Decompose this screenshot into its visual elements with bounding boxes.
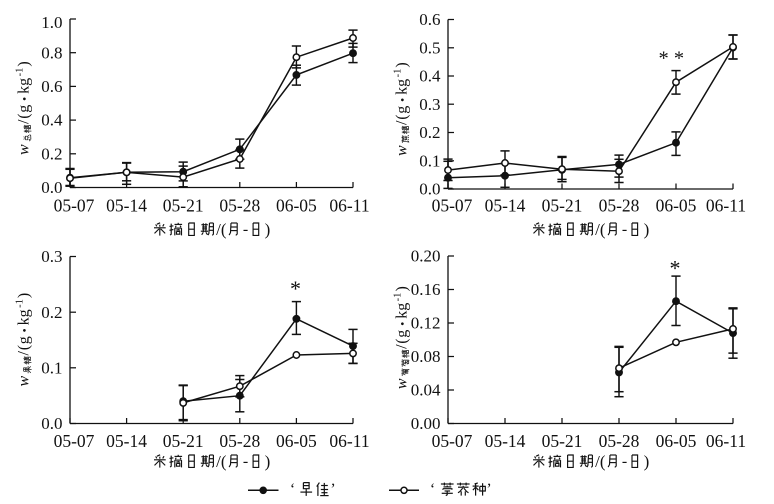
svg-text:0.08: 0.08 [411,347,441,366]
svg-text:(: ( [394,114,411,119]
svg-text:0.4: 0.4 [419,67,441,86]
svg-text:05-07: 05-07 [432,431,473,451]
svg-text:0.3: 0.3 [419,95,440,114]
svg-text:0.20: 0.20 [411,247,441,266]
svg-text:* *: * * [658,48,684,70]
svg-text:0.2: 0.2 [41,303,62,322]
svg-text:05-14: 05-14 [485,431,526,451]
svg-text:/: / [16,351,33,356]
svg-text:06-05: 06-05 [276,431,317,451]
svg-text:0.2: 0.2 [419,123,440,142]
svg-text:0.12: 0.12 [411,314,441,333]
svg-text:(: ( [394,338,411,343]
svg-text:05-28: 05-28 [599,431,640,451]
svg-text:0.1: 0.1 [419,151,440,170]
svg-text:kg: kg [16,309,33,325]
svg-text:1.0: 1.0 [41,13,62,32]
svg-text:/(: /( [216,452,227,471]
svg-text:g: g [394,330,411,338]
svg-text:0.16: 0.16 [411,280,441,299]
svg-text:05-21: 05-21 [163,196,204,216]
svg-text:): ) [16,61,33,66]
svg-text:/(: /( [595,220,606,239]
svg-text:‘: ‘ [290,481,295,498]
svg-text:05-14: 05-14 [106,431,147,451]
svg-text:06-11: 06-11 [329,196,369,216]
svg-text:06-05: 06-05 [656,196,697,216]
svg-text:•: • [396,98,410,102]
svg-text:•: • [18,328,32,332]
svg-text:05-21: 05-21 [163,431,204,451]
svg-text:-: - [243,221,248,238]
svg-text:-: - [622,221,627,238]
svg-text:0.6: 0.6 [419,10,440,29]
svg-text:w: w [394,145,411,156]
svg-text:*: * [290,276,301,301]
svg-text:): ) [265,220,271,239]
svg-text:0.5: 0.5 [419,38,440,57]
svg-text:06-11: 06-11 [706,196,746,216]
svg-text:0.1: 0.1 [41,358,62,377]
svg-text:06-11: 06-11 [329,431,369,451]
svg-text:-: - [622,453,627,470]
svg-text:’: ’ [330,481,335,498]
svg-text:/: / [394,344,411,349]
svg-text:/(: /( [595,452,606,471]
svg-text:kg: kg [16,78,33,94]
svg-text:kg: kg [394,303,411,319]
svg-text:w: w [394,378,411,389]
svg-text:w: w [16,376,33,387]
svg-text:-: - [243,453,248,470]
svg-text:g: g [16,336,33,344]
svg-text:05-21: 05-21 [542,431,583,451]
svg-text:0.3: 0.3 [41,247,62,266]
svg-text:/(: /( [216,220,227,239]
svg-text:-1: -1 [393,69,404,78]
svg-text:05-14: 05-14 [485,196,526,216]
svg-text:/: / [394,120,411,125]
svg-text:): ) [16,293,33,298]
svg-text:06-11: 06-11 [706,431,746,451]
svg-text:0.00: 0.00 [411,414,441,433]
svg-text:05-07: 05-07 [432,196,473,216]
svg-text:(: ( [16,113,33,118]
svg-text:): ) [265,452,271,471]
svg-text:): ) [644,452,650,471]
svg-text:05-07: 05-07 [54,431,95,451]
svg-text:•: • [18,97,32,101]
svg-text:): ) [394,286,411,291]
svg-text:05-21: 05-21 [542,196,583,216]
svg-text:kg: kg [394,79,411,95]
svg-text:0.0: 0.0 [41,178,62,197]
svg-text:05-07: 05-07 [54,196,95,216]
svg-text:05-28: 05-28 [219,196,260,216]
svg-text:’: ’ [486,481,491,498]
svg-text:06-05: 06-05 [656,431,697,451]
svg-text:0.04: 0.04 [411,381,441,400]
svg-text:(: ( [16,345,33,350]
svg-text:05-28: 05-28 [599,196,640,216]
svg-text:g: g [16,105,33,113]
svg-text:0.2: 0.2 [41,144,62,163]
svg-text:-1: -1 [15,299,26,308]
svg-text:*: * [670,256,681,281]
svg-text:/: / [16,119,33,124]
svg-text:0.6: 0.6 [41,77,62,96]
svg-text:w: w [16,144,33,155]
svg-text:0.4: 0.4 [41,111,63,130]
svg-text:•: • [396,322,410,326]
svg-text:-1: -1 [393,293,404,302]
svg-text:05-14: 05-14 [106,196,147,216]
svg-text:-1: -1 [15,68,26,77]
svg-text:g: g [394,106,411,114]
svg-text:0.0: 0.0 [41,414,62,433]
svg-text:05-28: 05-28 [219,431,260,451]
svg-text:): ) [394,62,411,67]
svg-text:06-05: 06-05 [276,196,317,216]
svg-text:0.8: 0.8 [41,43,62,62]
svg-text:0.0: 0.0 [419,180,440,199]
svg-text:): ) [644,220,650,239]
svg-text:‘: ‘ [430,481,435,498]
